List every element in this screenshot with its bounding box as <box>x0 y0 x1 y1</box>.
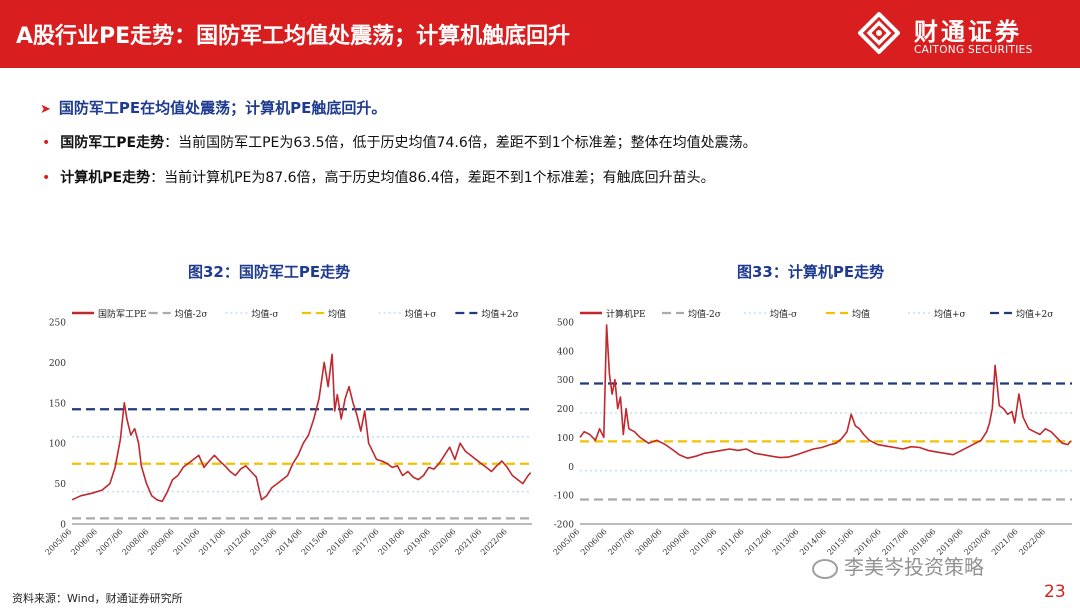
arrow-icon: ➤ <box>40 102 51 117</box>
x-tick-label: 2016/06 <box>325 527 355 557</box>
watermark-text: 李美岑投资策略 <box>844 555 984 579</box>
bullet-text: ：当前计算机PE为87.6倍，高于历史均值86.4倍，差距不到1个标准差；有触底… <box>150 170 715 186</box>
legend-label: 均值 <box>328 308 346 320</box>
x-tick-label: 2013/06 <box>248 527 278 557</box>
x-tick-label: 2013/06 <box>771 527 801 557</box>
y-tick-label: 50 <box>55 480 67 490</box>
x-tick-label: 2014/06 <box>274 527 304 557</box>
y-tick-label: -100 <box>554 492 574 502</box>
x-tick-label: 2022/06 <box>479 527 509 557</box>
x-tick-label: 2006/06 <box>579 527 609 557</box>
legend-label: 均值-σ <box>770 308 797 320</box>
wechat-icon <box>812 558 838 579</box>
x-tick-label: 2005/06 <box>44 527 74 557</box>
x-tick-label: 2011/06 <box>197 527 227 557</box>
brand-name: 财通证券 <box>914 18 1022 46</box>
x-tick-label: 2007/06 <box>95 527 125 557</box>
y-tick-label: 100 <box>49 440 66 450</box>
figure-title-computer: 图33：计算机PE走势 <box>737 263 885 281</box>
caitong-logo-icon <box>858 12 900 54</box>
legend-label: 均值+σ <box>405 308 437 320</box>
x-tick-label: 2011/06 <box>716 527 746 557</box>
bullet-text: ：当前国防军工PE为63.5倍，低于历史均值74.6倍，差距不到1个标准差；整体… <box>164 135 757 151</box>
x-tick-label: 2010/06 <box>689 527 719 557</box>
bullet-label: 计算机PE走势 <box>60 170 151 186</box>
source-note: 资料来源：Wind，财通证券研究所 <box>12 592 183 605</box>
x-tick-label: 2006/06 <box>69 527 99 557</box>
series-line <box>579 324 1072 459</box>
x-tick-label: 2019/06 <box>402 527 432 557</box>
watermark: 李美岑投资策略 <box>812 551 984 580</box>
y-tick-label: -200 <box>554 521 574 531</box>
x-tick-label: 2012/06 <box>743 527 773 557</box>
y-tick-label: 200 <box>49 359 66 369</box>
x-tick-label: 2008/06 <box>634 527 664 557</box>
x-tick-label: 2009/06 <box>146 527 176 557</box>
x-tick-label: 2020/06 <box>428 527 458 557</box>
x-tick-label: 2018/06 <box>377 527 407 557</box>
x-tick-label: 2007/06 <box>606 527 636 557</box>
legend-label: 均值 <box>852 308 870 320</box>
chart-computer-pe: 计算机PE 均值-2σ 均值-σ 均值 均值+σ 均值+2σ -200 -100 0 100 200… <box>552 308 1072 557</box>
x-tick-label: 2021/06 <box>990 527 1020 557</box>
legend-label: 均值+2σ <box>481 308 518 320</box>
y-tick-label: 250 <box>49 319 66 329</box>
bullet-computer: • 计算机PE走势：当前计算机PE为87.6倍，高于历史均值86.4倍，差距不到1… <box>42 167 715 187</box>
legend-label: 均值-σ <box>251 308 278 320</box>
page-title: A股行业PE走势：国防军工均值处震荡；计算机触底回升 <box>16 24 571 49</box>
x-tick-label: 2015/06 <box>300 527 330 557</box>
chart-defense-pe: 国防军工PE 均值-2σ 均值-σ 均值 均值+σ 均值+2σ 0 50 100 150 200 25… <box>44 308 532 557</box>
bullet-dot-icon: • <box>42 170 51 186</box>
x-tick-label: 2010/06 <box>172 527 202 557</box>
series-line <box>71 353 532 503</box>
legend-label: 国防军工PE <box>98 308 147 320</box>
y-tick-label: 0 <box>60 521 66 531</box>
legend-label: 计算机PE <box>606 308 646 320</box>
page-number: 23 <box>1044 582 1066 602</box>
y-tick-label: 200 <box>557 405 574 415</box>
x-tick-label: 2009/06 <box>661 527 691 557</box>
bullet-defense: • 国防军工PE走势：当前国防军工PE为63.5倍，低于历史均值74.6倍，差距不… <box>42 132 757 152</box>
legend-label: 均值-2σ <box>688 308 721 320</box>
brand-name-en: CAITONG SECURITIES <box>914 44 1033 56</box>
y-tick-label: 400 <box>557 347 574 357</box>
legend-label: 均值+σ <box>934 308 966 320</box>
y-tick-label: 300 <box>557 376 574 386</box>
x-tick-label: 2005/06 <box>552 527 582 557</box>
figure-title-defense: 图32：国防军工PE走势 <box>188 263 351 281</box>
x-tick-label: 2008/06 <box>120 527 150 557</box>
header-bar: A股行业PE走势：国防军工均值处震荡；计算机触底回升 财通证券 CAITONG … <box>0 0 1080 68</box>
x-tick-label: 2012/06 <box>223 527 253 557</box>
headline: ➤ 国防军工PE在均值处震荡；计算机PE触底回升。 <box>40 97 386 118</box>
x-tick-label: 2017/06 <box>351 527 381 557</box>
legend-label: 均值-2σ <box>175 308 208 320</box>
y-tick-label: 150 <box>49 399 66 409</box>
x-tick-label: 2022/06 <box>1017 527 1047 557</box>
bullet-label: 国防军工PE走势 <box>60 135 165 151</box>
brand: 财通证券 CAITONG SECURITIES <box>858 8 1068 60</box>
x-tick-label: 2021/06 <box>453 527 483 557</box>
y-tick-label: 100 <box>557 434 574 444</box>
bullet-dot-icon: • <box>42 135 51 151</box>
y-tick-label: 0 <box>568 463 574 473</box>
y-tick-label: 500 <box>557 319 574 329</box>
legend-label: 均值+2σ <box>1016 308 1053 320</box>
headline-text: 国防军工PE在均值处震荡；计算机PE触底回升。 <box>58 99 387 117</box>
